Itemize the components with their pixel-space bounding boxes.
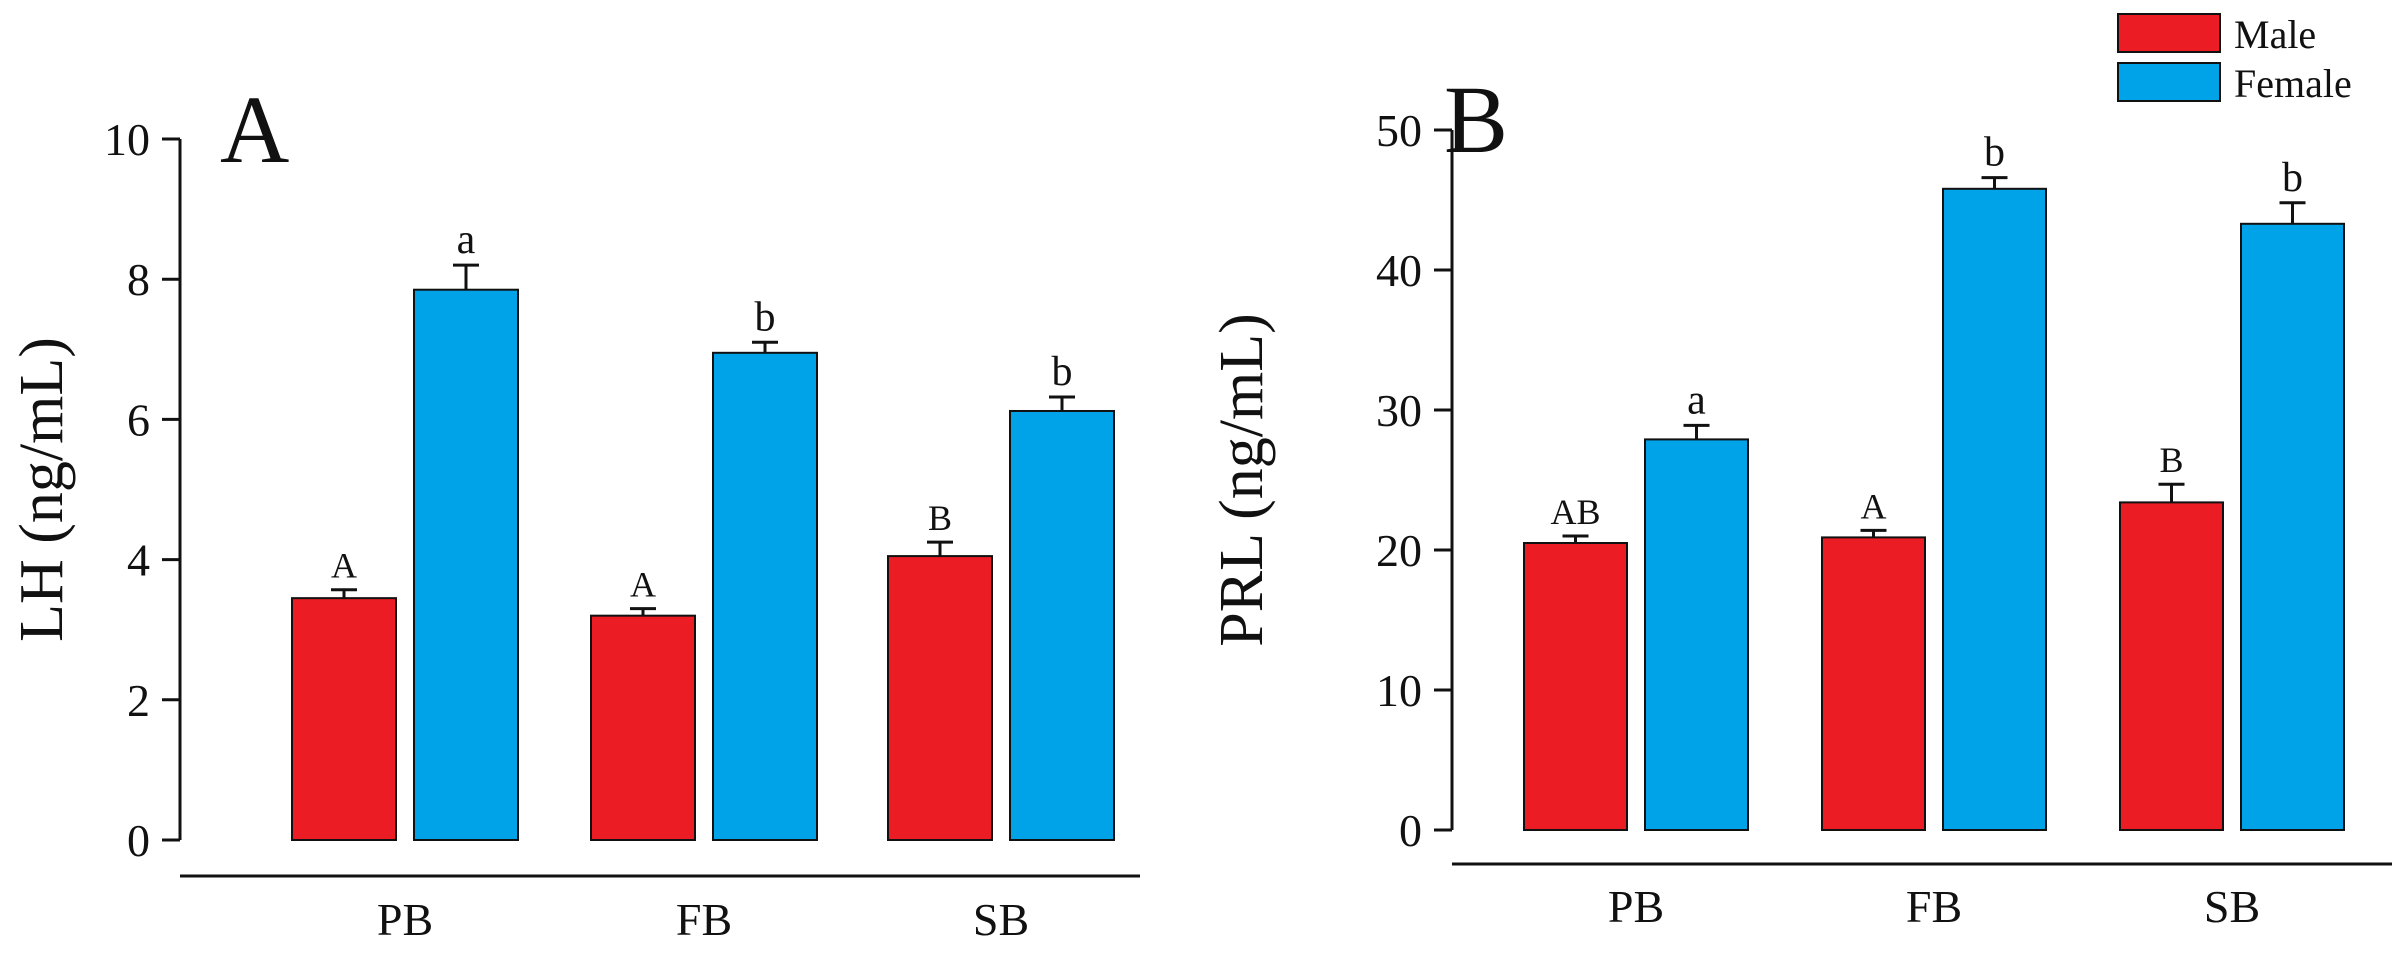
- x-category-label: SB: [973, 894, 1029, 945]
- significance-label: b: [2282, 155, 2303, 201]
- panel-a-chart: 0 2 4 6 8 10 LH (ng/mL) A Aa PB Ab FB Bb SB: [8, 76, 1140, 945]
- significance-label: b: [1984, 130, 2005, 176]
- y-tick-label: 10: [1376, 665, 1422, 716]
- y-tick-label: 2: [127, 675, 150, 726]
- panel-letter: A: [220, 76, 289, 183]
- x-category-label: PB: [1608, 881, 1664, 932]
- y-tick-label: 4: [127, 535, 150, 586]
- significance-label: A: [630, 565, 656, 605]
- y-axis-title: LH (ng/mL): [8, 337, 76, 642]
- y-tick-label: 0: [127, 815, 150, 866]
- y-tick-label: 40: [1376, 245, 1422, 296]
- bar-male-pb: [1523, 542, 1628, 831]
- bar-female-fb: [1942, 187, 2047, 832]
- y-tick-label: 8: [127, 254, 150, 305]
- legend: Male Female: [2117, 12, 2352, 106]
- legend-swatch-male: [2117, 13, 2221, 53]
- significance-label: b: [1052, 349, 1073, 395]
- x-category-label: FB: [1906, 881, 1962, 932]
- bar-male-fb: [1821, 536, 1926, 832]
- x-category-label: FB: [676, 894, 732, 945]
- y-tick-label: 50: [1376, 105, 1422, 156]
- bar-male-sb: [887, 555, 993, 841]
- legend-label-male: Male: [2234, 12, 2316, 57]
- legend-swatch-female: [2117, 62, 2221, 102]
- significance-label: A: [1861, 486, 1887, 526]
- bar-female-pb: [1644, 438, 1749, 831]
- legend-label-female: Female: [2234, 61, 2352, 106]
- significance-label: AB: [1550, 492, 1600, 532]
- significance-label: A: [331, 546, 357, 586]
- bar-female-sb: [2240, 222, 2345, 832]
- bar-female-fb: [712, 351, 818, 841]
- significance-label: a: [1687, 377, 1706, 423]
- panel-b-chart: 0 10 20 30 40 50 PRL (ng/mL) B AB a PB Ab FB Bb SB: [1208, 66, 2392, 932]
- y-tick-label: 0: [1399, 805, 1422, 856]
- bar-female-sb: [1009, 409, 1115, 841]
- y-tick-label: 20: [1376, 525, 1422, 576]
- y-tick-label: 10: [104, 114, 150, 165]
- significance-label: a: [457, 217, 476, 263]
- significance-label: B: [928, 498, 952, 538]
- bar-male-sb: [2119, 501, 2224, 831]
- bar-female-pb: [413, 288, 519, 841]
- x-category-label: SB: [2204, 881, 2260, 932]
- y-tick-label: 6: [127, 394, 150, 445]
- panel-letter: B: [1444, 66, 1508, 173]
- bar-male-fb: [590, 614, 696, 841]
- significance-label: b: [755, 294, 776, 340]
- bar-male-pb: [291, 597, 397, 842]
- x-category-label: PB: [377, 894, 433, 945]
- y-tick-label: 30: [1376, 385, 1422, 436]
- y-axis-title: PRL (ng/mL): [1208, 313, 1276, 647]
- significance-label: B: [2159, 440, 2183, 480]
